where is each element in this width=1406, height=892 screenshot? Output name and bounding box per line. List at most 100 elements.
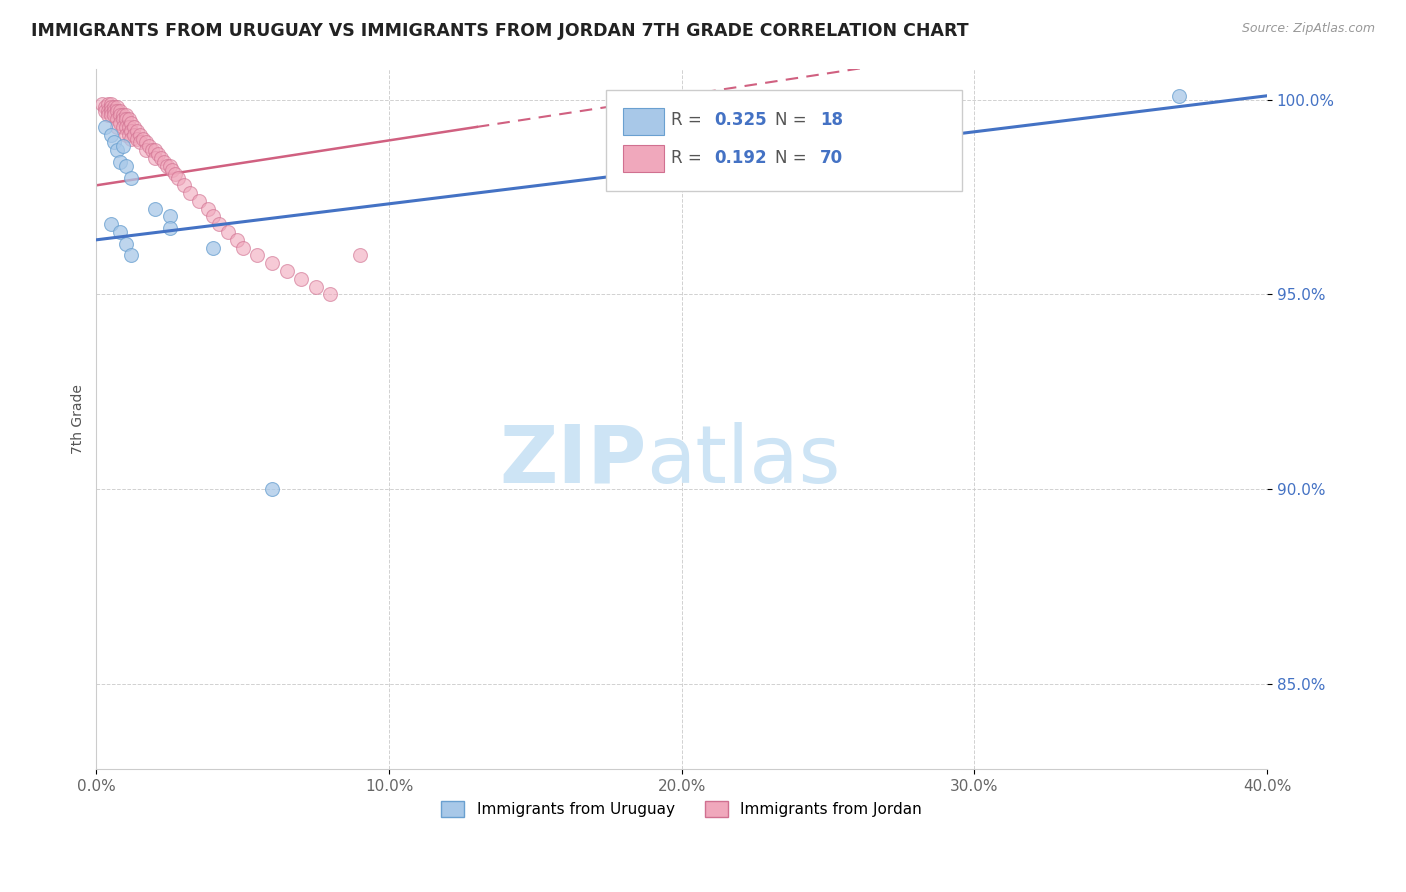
Point bbox=[225, 233, 247, 247]
Point bbox=[155, 159, 177, 173]
Point bbox=[179, 186, 201, 200]
Point bbox=[100, 96, 122, 111]
Point bbox=[100, 100, 122, 114]
Point bbox=[94, 100, 117, 114]
Point bbox=[108, 108, 131, 122]
Point bbox=[114, 236, 136, 251]
Point bbox=[91, 96, 114, 111]
Point bbox=[103, 100, 125, 114]
Text: R =: R = bbox=[671, 112, 707, 129]
Point bbox=[129, 136, 152, 150]
Point bbox=[108, 104, 131, 119]
Point bbox=[202, 210, 225, 224]
Point bbox=[143, 151, 166, 165]
Point bbox=[135, 136, 157, 150]
Point bbox=[319, 287, 342, 301]
Point bbox=[141, 143, 163, 157]
Point bbox=[143, 143, 166, 157]
Point bbox=[111, 120, 134, 134]
Point bbox=[100, 128, 122, 142]
Point bbox=[121, 131, 143, 145]
Point bbox=[94, 104, 117, 119]
Point bbox=[114, 128, 136, 142]
Point bbox=[135, 143, 157, 157]
Point bbox=[149, 151, 172, 165]
Point bbox=[127, 124, 149, 138]
Point bbox=[159, 159, 181, 173]
Point bbox=[111, 108, 134, 122]
Point bbox=[97, 104, 120, 119]
Point bbox=[105, 100, 128, 114]
Point bbox=[138, 139, 160, 153]
Point bbox=[100, 104, 122, 119]
Point bbox=[167, 170, 190, 185]
Point bbox=[97, 96, 120, 111]
Point bbox=[260, 482, 283, 496]
Point bbox=[121, 170, 143, 185]
Point bbox=[159, 221, 181, 235]
Point bbox=[108, 116, 131, 130]
Text: 0.192: 0.192 bbox=[714, 149, 766, 167]
Point bbox=[197, 202, 219, 216]
Point bbox=[276, 264, 298, 278]
Point bbox=[103, 136, 125, 150]
Point bbox=[117, 112, 139, 127]
Point bbox=[202, 241, 225, 255]
Point bbox=[124, 128, 146, 142]
Point bbox=[305, 279, 328, 293]
Text: 0.325: 0.325 bbox=[714, 112, 766, 129]
Point bbox=[114, 112, 136, 127]
Text: IMMIGRANTS FROM URUGUAY VS IMMIGRANTS FROM JORDAN 7TH GRADE CORRELATION CHART: IMMIGRANTS FROM URUGUAY VS IMMIGRANTS FR… bbox=[31, 22, 969, 40]
Point bbox=[129, 128, 152, 142]
Point bbox=[105, 104, 128, 119]
Point bbox=[173, 178, 195, 193]
Point bbox=[165, 167, 187, 181]
Point bbox=[103, 104, 125, 119]
Text: atlas: atlas bbox=[647, 422, 841, 500]
Text: Source: ZipAtlas.com: Source: ZipAtlas.com bbox=[1241, 22, 1375, 36]
Point bbox=[111, 139, 134, 153]
Point bbox=[121, 248, 143, 262]
Point bbox=[114, 120, 136, 134]
Point bbox=[349, 248, 371, 262]
Point bbox=[97, 108, 120, 122]
Point bbox=[105, 143, 128, 157]
Y-axis label: 7th Grade: 7th Grade bbox=[72, 384, 86, 454]
Text: 70: 70 bbox=[820, 149, 842, 167]
Point bbox=[121, 116, 143, 130]
Point bbox=[208, 217, 231, 231]
Point bbox=[127, 131, 149, 145]
Point bbox=[103, 108, 125, 122]
Point bbox=[117, 120, 139, 134]
Point bbox=[132, 131, 155, 145]
Point bbox=[94, 120, 117, 134]
Point bbox=[105, 112, 128, 127]
Point bbox=[290, 272, 312, 286]
Point bbox=[1168, 88, 1191, 103]
Point bbox=[187, 194, 209, 208]
Point bbox=[232, 241, 254, 255]
Legend: Immigrants from Uruguay, Immigrants from Jordan: Immigrants from Uruguay, Immigrants from… bbox=[434, 794, 929, 825]
Point bbox=[108, 225, 131, 239]
Point bbox=[146, 147, 169, 161]
Text: N =: N = bbox=[775, 112, 811, 129]
Point bbox=[111, 112, 134, 127]
Point bbox=[217, 225, 239, 239]
Text: N =: N = bbox=[775, 149, 811, 167]
Point bbox=[114, 159, 136, 173]
Text: ZIP: ZIP bbox=[499, 422, 647, 500]
Point bbox=[105, 120, 128, 134]
Point bbox=[260, 256, 283, 270]
Point bbox=[108, 155, 131, 169]
Point bbox=[114, 108, 136, 122]
Point bbox=[159, 210, 181, 224]
Text: 18: 18 bbox=[820, 112, 842, 129]
Point bbox=[117, 128, 139, 142]
Point bbox=[246, 248, 269, 262]
Point bbox=[124, 120, 146, 134]
Point bbox=[100, 217, 122, 231]
Point bbox=[121, 124, 143, 138]
Point bbox=[100, 108, 122, 122]
Point bbox=[152, 155, 174, 169]
Point bbox=[162, 162, 184, 177]
